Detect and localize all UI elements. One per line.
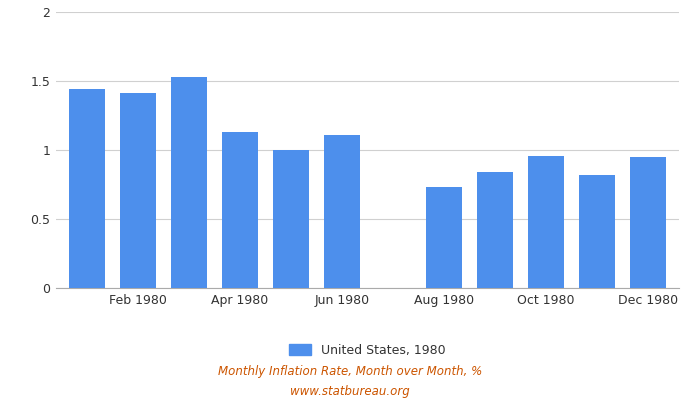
Bar (222, 132, 258, 288)
Text: www.statbureau.org: www.statbureau.org (290, 386, 410, 398)
Bar (528, 156, 564, 288)
Bar (580, 175, 615, 288)
Bar (631, 157, 666, 288)
Bar (120, 94, 155, 288)
Bar (273, 150, 309, 288)
Bar (324, 135, 360, 288)
Bar (426, 187, 462, 288)
Legend: United States, 1980: United States, 1980 (289, 344, 446, 357)
Bar (171, 77, 206, 288)
Text: Monthly Inflation Rate, Month over Month, %: Monthly Inflation Rate, Month over Month… (218, 366, 482, 378)
Bar (477, 172, 513, 288)
Bar (69, 89, 104, 288)
